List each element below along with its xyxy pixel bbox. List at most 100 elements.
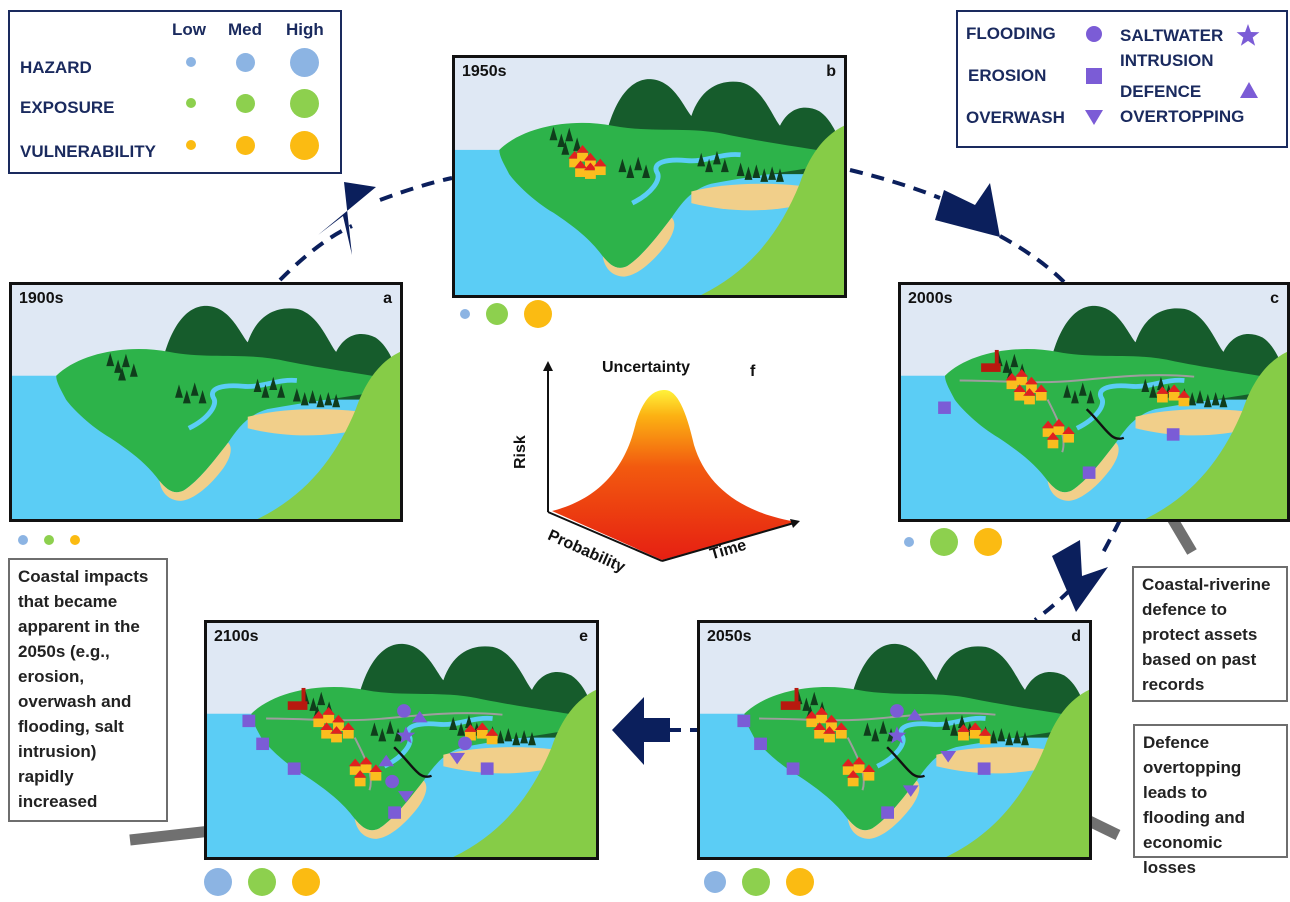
- coastal-scene: [700, 623, 1089, 857]
- panel-letter: e: [579, 628, 588, 645]
- legend-row-exposure: EXPOSURE: [20, 98, 115, 117]
- risk-plot: Uncertainty f Risk Probability Time: [510, 355, 810, 580]
- callout-right-bottom-line: economic losses: [1143, 833, 1223, 877]
- callout-left-line: flooding, salt: [18, 717, 124, 736]
- erosion-marker: [242, 714, 256, 728]
- callout-left-line: that became: [18, 592, 118, 611]
- levels-2100s: [204, 866, 334, 902]
- vulnerability-level-dot: [786, 868, 814, 896]
- flooding-marker: [397, 704, 411, 718]
- risk-bell-surface: [552, 390, 798, 560]
- levels-1950s: [460, 298, 580, 334]
- panel-2100s: 2100s e: [204, 620, 599, 860]
- arrow-a-to-b-line-2: [379, 176, 453, 202]
- callout-right-top-line: defence to: [1142, 600, 1228, 619]
- callout-left-line: intrusion): [18, 742, 97, 761]
- callout-left-line: rapidly: [18, 767, 74, 786]
- legend-col-low: Low: [172, 20, 206, 39]
- hazard-level-dot: [704, 871, 726, 893]
- vulnerability-level-dot: [292, 868, 320, 896]
- defence-overtopping-marker: [378, 754, 395, 767]
- exposure-level-dot: [930, 528, 958, 556]
- hazard-level-dot: [904, 537, 914, 547]
- risk-plot-letter: f: [750, 363, 756, 380]
- hazard-level-dot: [460, 309, 470, 319]
- callout-right-top-line: records: [1142, 675, 1205, 694]
- risk-surface: [543, 361, 800, 562]
- legend-exposure-high-dot: [290, 89, 319, 118]
- arrow-c-to-d-line-2: [1033, 588, 1072, 622]
- legend-overwash-label: OVERWASH: [966, 108, 1065, 127]
- legend-vuln-low-dot: [186, 140, 196, 150]
- callout-right-bottom-line: flooding and: [1143, 808, 1245, 827]
- legend-impacts: FLOODING EROSION OVERWASH SALTWATER INTR…: [956, 10, 1288, 148]
- erosion-marker: [754, 737, 767, 751]
- panel-1950s: 1950s b: [452, 55, 847, 298]
- callout-left-line: erosion,: [18, 667, 85, 686]
- vulnerability-level-dot: [70, 535, 80, 545]
- coastal-scene: [207, 623, 596, 857]
- callout-left-line: 2050s (e.g.,: [18, 642, 110, 661]
- arrow-b-to-c-line-2: [999, 234, 1066, 284]
- levels-1900s: [18, 524, 138, 560]
- panel-2000s: 2000s c: [898, 282, 1290, 522]
- overwash-marker: [902, 785, 919, 797]
- erosion-marker: [938, 401, 951, 414]
- legend-row-hazard: HAZARD: [20, 58, 92, 77]
- saltwater-marker: [396, 726, 416, 744]
- legend-hazard-low-dot: [186, 57, 196, 67]
- panel-era-label: 2050s: [707, 628, 752, 645]
- callout-left: Coastal impacts that became apparent in …: [8, 558, 168, 822]
- exposure-level-dot: [486, 303, 508, 325]
- panel-letter: d: [1071, 628, 1081, 645]
- panel-era-label: 2100s: [214, 628, 259, 645]
- legend-col-high: High: [286, 20, 324, 39]
- erosion-marker: [388, 806, 402, 819]
- saltwater-marker: [887, 726, 907, 744]
- risk-uncertainty-label: Uncertainty: [602, 359, 691, 376]
- panel-2050s: 2050s d: [697, 620, 1092, 860]
- panel-era-label: 1900s: [19, 290, 64, 307]
- flooding-marker: [890, 704, 904, 718]
- callout-left-line: apparent in the: [18, 617, 140, 636]
- defence-overtopping-marker: [906, 708, 923, 721]
- callout-right-bottom-line: Defence: [1143, 733, 1210, 752]
- callout-right-top-line: protect assets: [1142, 625, 1258, 644]
- legend-defence-label-2: OVERTOPPING: [1120, 107, 1245, 126]
- overwash-marker: [940, 750, 957, 763]
- panel-era-label: 1950s: [462, 63, 507, 80]
- legend-defence-label-1: DEFENCE: [1120, 82, 1202, 101]
- panel-era-label: 2000s: [908, 290, 953, 307]
- callout-right-top-line: Coastal-riverine: [1142, 575, 1271, 594]
- exposure-level-dot: [44, 535, 54, 545]
- legend-hazard-med-dot: [236, 53, 255, 72]
- arrow-c-to-d-line: [1098, 519, 1122, 559]
- erosion-marker: [881, 806, 895, 819]
- vulnerability-level-dot: [974, 528, 1002, 556]
- callout-right-top: Coastal-riverine defence to protect asse…: [1132, 566, 1288, 702]
- callout-right-bottom-line: leads to: [1143, 783, 1208, 802]
- erosion-marker: [977, 762, 991, 775]
- legend-levels: Low Med High HAZARD EXPOSURE VULNERABILI…: [8, 10, 342, 174]
- arrow-b-to-c-line: [849, 168, 941, 200]
- callout-left-line: overwash and: [18, 692, 132, 711]
- flooding-circle-icon: [1086, 26, 1102, 42]
- panel-letter: c: [1270, 290, 1279, 307]
- erosion-marker: [256, 737, 270, 751]
- erosion-square-icon: [1086, 68, 1102, 84]
- exposure-level-dot: [248, 868, 276, 896]
- risk-time-axis: [661, 522, 795, 562]
- legend-vuln-med-dot: [236, 136, 255, 155]
- arrow-c-to-d-head: [1052, 540, 1108, 612]
- hazard-level-dot: [18, 535, 28, 545]
- erosion-marker: [1082, 466, 1096, 479]
- saltwater-star-icon: [1236, 24, 1260, 46]
- legend-hazard-high-dot: [290, 48, 319, 77]
- panel-letter: a: [383, 290, 392, 307]
- arrow-a-to-b-head: [318, 182, 376, 255]
- risk-y-label: Risk: [512, 435, 529, 469]
- coastal-scene: [12, 285, 400, 519]
- legend-flooding-label: FLOODING: [966, 24, 1056, 43]
- callout-right-bottom: Defence overtopping leads to flooding an…: [1133, 724, 1288, 877]
- legend-row-vulnerability: VULNERABILITY: [20, 142, 156, 161]
